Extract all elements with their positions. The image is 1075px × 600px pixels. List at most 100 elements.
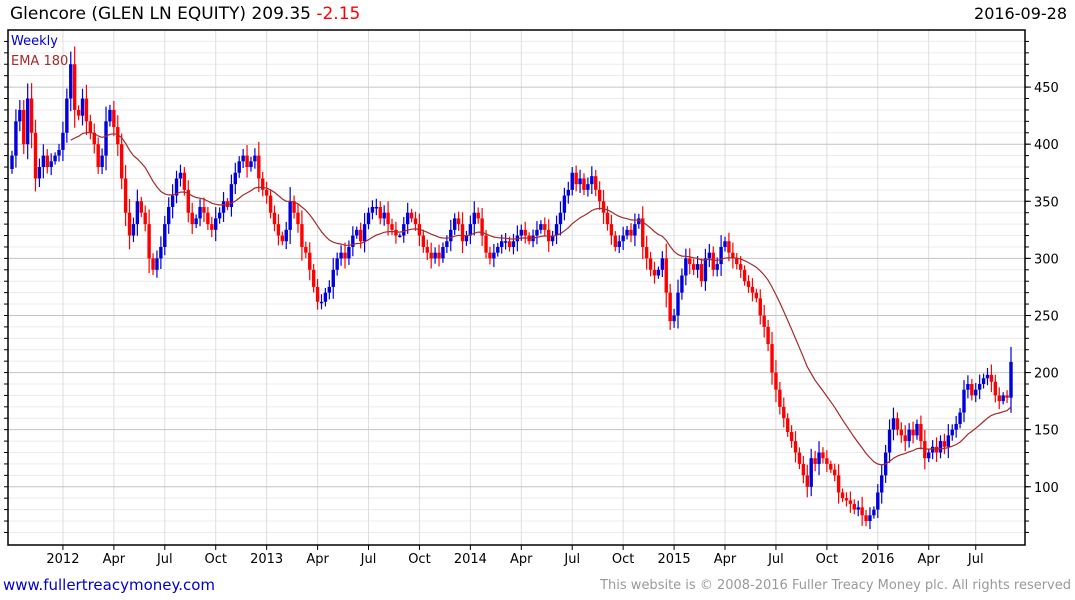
x-tick-label: Oct (408, 552, 430, 567)
copyright-notice: This website is © 2008-2016 Fuller Treac… (600, 578, 1071, 593)
x-tick-label: Apr (510, 552, 533, 567)
candle-up (511, 241, 516, 247)
candle-up (817, 452, 821, 464)
candle-up (18, 109, 22, 122)
candle-down (296, 212, 300, 225)
candle-up (65, 98, 69, 133)
candle-down (731, 252, 735, 259)
candle-up (868, 515, 872, 522)
x-tick-label: Jul (767, 552, 784, 567)
candle-down (127, 212, 132, 236)
y-tick-label: 350 (1034, 195, 1059, 210)
candle-down (668, 292, 672, 322)
candle-up (221, 201, 226, 213)
candle-down (860, 507, 864, 516)
candle-down (378, 206, 382, 219)
candle-up (351, 235, 355, 247)
candle-up (217, 212, 222, 219)
candle-up (503, 241, 508, 243)
candle-up (977, 383, 982, 390)
candle-up (985, 374, 990, 379)
candle-up (131, 224, 136, 236)
candle-down (852, 503, 856, 510)
candle-up (335, 258, 339, 270)
candle-up (578, 178, 582, 185)
x-tick-label: Jul (967, 552, 984, 567)
candle-up (327, 286, 332, 293)
candle-up (958, 412, 962, 424)
candle-down (272, 212, 277, 225)
candle-down (304, 246, 308, 253)
candle-up (496, 246, 500, 253)
candle-up (14, 121, 18, 156)
candle-down (543, 224, 547, 230)
candle-down (864, 515, 868, 522)
candle-up (981, 378, 986, 384)
candle-down (386, 212, 390, 225)
candle-down (394, 229, 398, 236)
candle-up (1001, 395, 1005, 402)
candle-up (715, 264, 719, 270)
candle-down (315, 286, 320, 302)
ema-line (70, 132, 1012, 466)
candle-up (433, 252, 437, 259)
candle-up (672, 315, 676, 322)
candle-down (22, 109, 26, 145)
candle-up (703, 258, 708, 282)
candle-down (899, 429, 904, 436)
candle-down (754, 292, 759, 299)
candle-down (664, 258, 668, 293)
candle-down (92, 132, 96, 145)
candle-down (774, 372, 778, 390)
candle-down (942, 441, 947, 447)
candle-down (225, 201, 230, 207)
candle-down (848, 500, 853, 504)
candle-up (108, 109, 112, 122)
candle-up (402, 224, 406, 236)
y-tick-label: 300 (1034, 252, 1059, 267)
candle-up (535, 229, 539, 236)
candle-up (449, 229, 453, 242)
candle-up (25, 98, 30, 145)
candle-down (829, 463, 833, 470)
candle-up (441, 246, 445, 259)
candle-down (202, 206, 206, 213)
candle-down (699, 264, 704, 282)
x-tick-label: Apr (714, 552, 737, 567)
candle-up (637, 218, 641, 225)
candle-down (425, 246, 429, 253)
candle-up (519, 229, 523, 236)
website-link[interactable]: www.fullertreacymoney.com (3, 576, 216, 594)
candle-up (719, 246, 723, 265)
candle-down (280, 235, 285, 242)
candle-up (974, 389, 978, 396)
y-tick-label: 400 (1034, 138, 1059, 153)
candle-up (366, 212, 371, 225)
y-tick-label: 100 (1034, 481, 1059, 496)
candle-up (676, 292, 680, 316)
x-tick-label: 2014 (454, 552, 487, 567)
y-tick-label: 200 (1034, 367, 1059, 382)
candle-down (594, 176, 598, 190)
candle-down (409, 212, 414, 219)
candle-up (962, 389, 966, 413)
candle-up (954, 423, 958, 430)
candle-down (29, 98, 34, 133)
candle-down (844, 498, 849, 501)
candle-up (452, 218, 457, 230)
candle-down (789, 431, 794, 442)
candle-down (970, 383, 974, 396)
candle-up (382, 212, 386, 219)
candle-down (762, 315, 766, 327)
candle-down (206, 212, 210, 225)
candle-down (76, 109, 81, 116)
candle-down (582, 178, 586, 190)
candle-down (989, 374, 994, 382)
candle-up (550, 235, 555, 242)
candle-up (163, 224, 167, 247)
y-tick-label: 250 (1034, 309, 1059, 324)
candle-down (797, 452, 802, 464)
candle-up (178, 172, 183, 179)
candle-down (476, 212, 480, 219)
candle-up (319, 301, 324, 304)
